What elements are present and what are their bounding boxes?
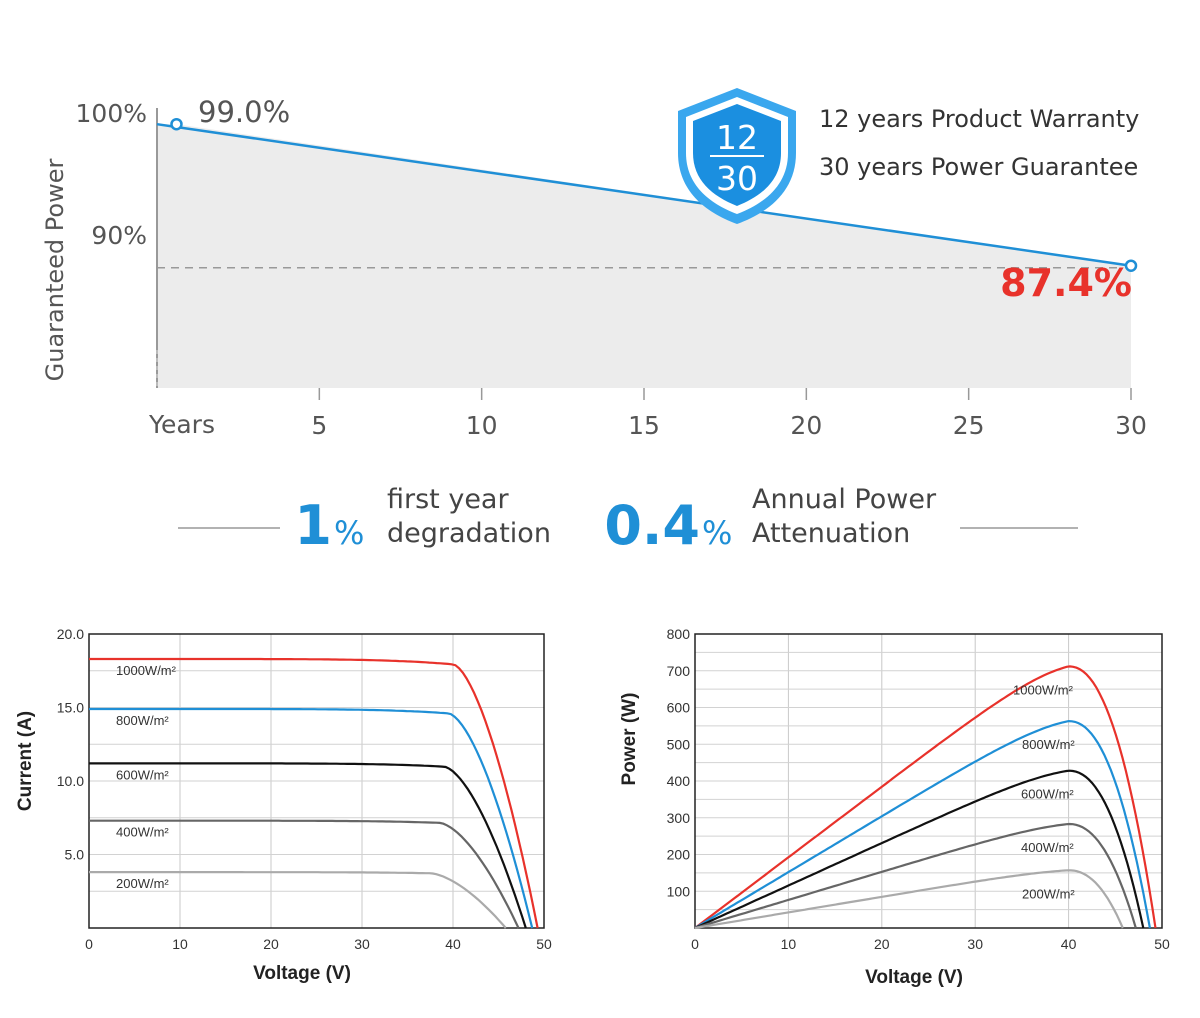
first-year-unit: % (334, 514, 364, 552)
pv-xtick-label: 30 (967, 936, 983, 952)
iv-xtick-label: 40 (445, 936, 461, 952)
pv-y-ticks: 800 700 600 500 400 300 200 100 (667, 626, 691, 899)
pv-xtick-label: 20 (874, 936, 890, 952)
pv-ytick-label: 700 (667, 663, 691, 679)
guarantee-xtick-label: 20 (790, 411, 822, 440)
iv-series-label: 600W/m² (116, 767, 169, 782)
pv-curves (694, 665, 1157, 930)
pv-ytick-label: 800 (667, 626, 691, 642)
guarantee-end-point (1124, 259, 1138, 272)
iv-xtick-label: 50 (536, 936, 552, 952)
annual-unit: % (702, 514, 732, 552)
iv-xtick-label: 0 (85, 936, 93, 952)
iv-ytick-label: 5.0 (65, 847, 85, 863)
degradation-strip: 1 % first year degradation 0.4 % Annual … (178, 484, 1078, 557)
pv-series-line (694, 719, 1151, 929)
iv-grid (89, 634, 544, 928)
pv-series-labels: 1000W/m² 800W/m² 600W/m² 400W/m² 200W/m² (1013, 682, 1075, 901)
iv-series-label: 400W/m² (116, 825, 169, 840)
pv-ylabel: Power (W) (619, 693, 640, 786)
guarantee-series-line (156, 122, 1132, 267)
first-year-line2: degradation (387, 518, 551, 549)
pv-xtick-label: 40 (1061, 936, 1077, 952)
guarantee-area-fill (157, 124, 1131, 388)
pv-ytick-label: 100 (667, 883, 691, 899)
iv-xlabel: Voltage (V) (253, 963, 351, 984)
iv-ylabel: Current (A) (15, 711, 36, 811)
pv-grid (695, 634, 1162, 928)
pv-x-ticks: 0 10 20 30 40 50 (691, 936, 1170, 952)
guarantee-start-point (170, 117, 183, 131)
iv-curve-chart: 1000W/m² 800W/m² 600W/m² 400W/m² 200W/m² 0 10… (15, 626, 552, 984)
iv-series-label: 800W/m² (116, 713, 169, 728)
iv-series-label: 200W/m² (116, 876, 169, 891)
iv-series-line (89, 762, 527, 929)
guarantee-end-label: 87.4% (1000, 261, 1132, 305)
badge-top-number: 12 (716, 118, 758, 157)
pv-series-label: 200W/m² (1022, 886, 1075, 901)
iv-y-ticks: 20.0 15.0 10.0 5.0 (57, 626, 84, 863)
pv-ytick-label: 400 (667, 773, 691, 789)
pv-series-label: 400W/m² (1021, 840, 1074, 855)
iv-x-ticks: 0 10 20 30 40 50 (85, 936, 552, 952)
guarantee-xtick-label: 25 (953, 411, 985, 440)
pv-xtick-label: 10 (781, 936, 797, 952)
iv-xtick-label: 30 (354, 936, 370, 952)
iv-series-line (89, 657, 539, 929)
warranty-badge: 12 30 12 years Product Warranty 30 years… (678, 88, 1139, 224)
pv-series-line (694, 822, 1137, 930)
iv-xtick-label: 20 (263, 936, 279, 952)
pv-series-label: 600W/m² (1021, 787, 1074, 802)
guarantee-xtick-label: 5 (311, 411, 327, 440)
annual-line1: Annual Power (752, 484, 937, 515)
guarantee-xtick-label: 15 (628, 411, 660, 440)
iv-curves (89, 657, 539, 929)
pv-series-line (694, 869, 1124, 930)
guarantee-xlabel: Years (148, 410, 215, 439)
power-guarantee-text: 30 years Power Guarantee (819, 153, 1138, 181)
first-year-line1: first year (387, 484, 509, 515)
guarantee-ylabel: Guaranteed Power (41, 159, 69, 382)
iv-xtick-label: 10 (172, 936, 188, 952)
guarantee-ytick-100: 100% (76, 99, 147, 128)
iv-series-line (89, 707, 534, 929)
pv-ytick-label: 500 (667, 736, 691, 752)
pv-ytick-label: 600 (667, 700, 691, 716)
iv-plot-frame (88, 633, 545, 929)
guarantee-xtick-label: 30 (1115, 411, 1147, 440)
iv-series-label: 1000W/m² (116, 663, 177, 678)
iv-ytick-label: 20.0 (57, 626, 84, 642)
iv-series-labels: 1000W/m² 800W/m² 600W/m² 400W/m² 200W/m² (116, 663, 177, 891)
pv-series-label: 1000W/m² (1013, 682, 1074, 697)
guarantee-x-ticks: 5 10 15 20 25 30 (311, 388, 1147, 440)
pv-xlabel: Voltage (V) (865, 967, 963, 988)
iv-series-line (89, 819, 520, 929)
guarantee-chart: 100% 90% Guaranteed Power 99.0% 87.4% Ye… (41, 95, 1147, 440)
pv-ytick-label: 200 (667, 847, 691, 863)
pv-series-line (694, 769, 1145, 929)
pv-plot-frame (694, 633, 1163, 929)
shield-icon (678, 88, 796, 224)
pv-curve-chart: 1000W/m² 800W/m² 600W/m² 400W/m² 200W/m² 0 10… (619, 626, 1170, 988)
pv-ytick-label: 300 (667, 810, 691, 826)
product-warranty-text: 12 years Product Warranty (819, 105, 1139, 133)
annual-line2: Attenuation (752, 518, 910, 549)
pv-xtick-label: 0 (691, 936, 699, 952)
guarantee-start-label: 99.0% (198, 95, 290, 129)
pv-series-line (694, 665, 1157, 929)
pv-series-label: 800W/m² (1022, 737, 1075, 752)
badge-bottom-number: 30 (716, 159, 758, 198)
pv-xtick-label: 50 (1154, 936, 1170, 952)
iv-series-line (89, 870, 507, 929)
iv-ytick-label: 10.0 (57, 773, 84, 789)
annual-value: 0.4 (604, 494, 700, 557)
guarantee-ytick-90: 90% (91, 221, 147, 250)
guarantee-xtick-label: 10 (466, 411, 498, 440)
first-year-value: 1 (294, 494, 332, 557)
iv-ytick-label: 15.0 (57, 700, 84, 716)
